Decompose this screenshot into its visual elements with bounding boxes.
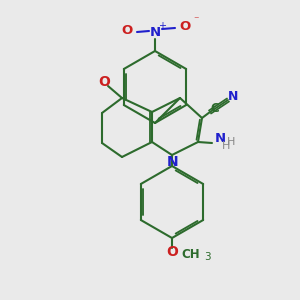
Text: N: N [228, 91, 238, 103]
Text: 3: 3 [204, 252, 210, 262]
Text: O: O [166, 245, 178, 259]
Text: N: N [167, 155, 179, 169]
Text: H: H [227, 137, 235, 147]
Text: N: N [149, 26, 161, 40]
Text: O: O [179, 20, 191, 34]
Text: ⁻: ⁻ [193, 15, 199, 25]
Text: H: H [222, 141, 230, 151]
Text: CH: CH [182, 248, 200, 260]
Text: O: O [98, 75, 110, 89]
Text: +: + [158, 21, 166, 31]
Text: N: N [214, 131, 226, 145]
Text: O: O [122, 25, 133, 38]
Text: C: C [211, 103, 219, 116]
